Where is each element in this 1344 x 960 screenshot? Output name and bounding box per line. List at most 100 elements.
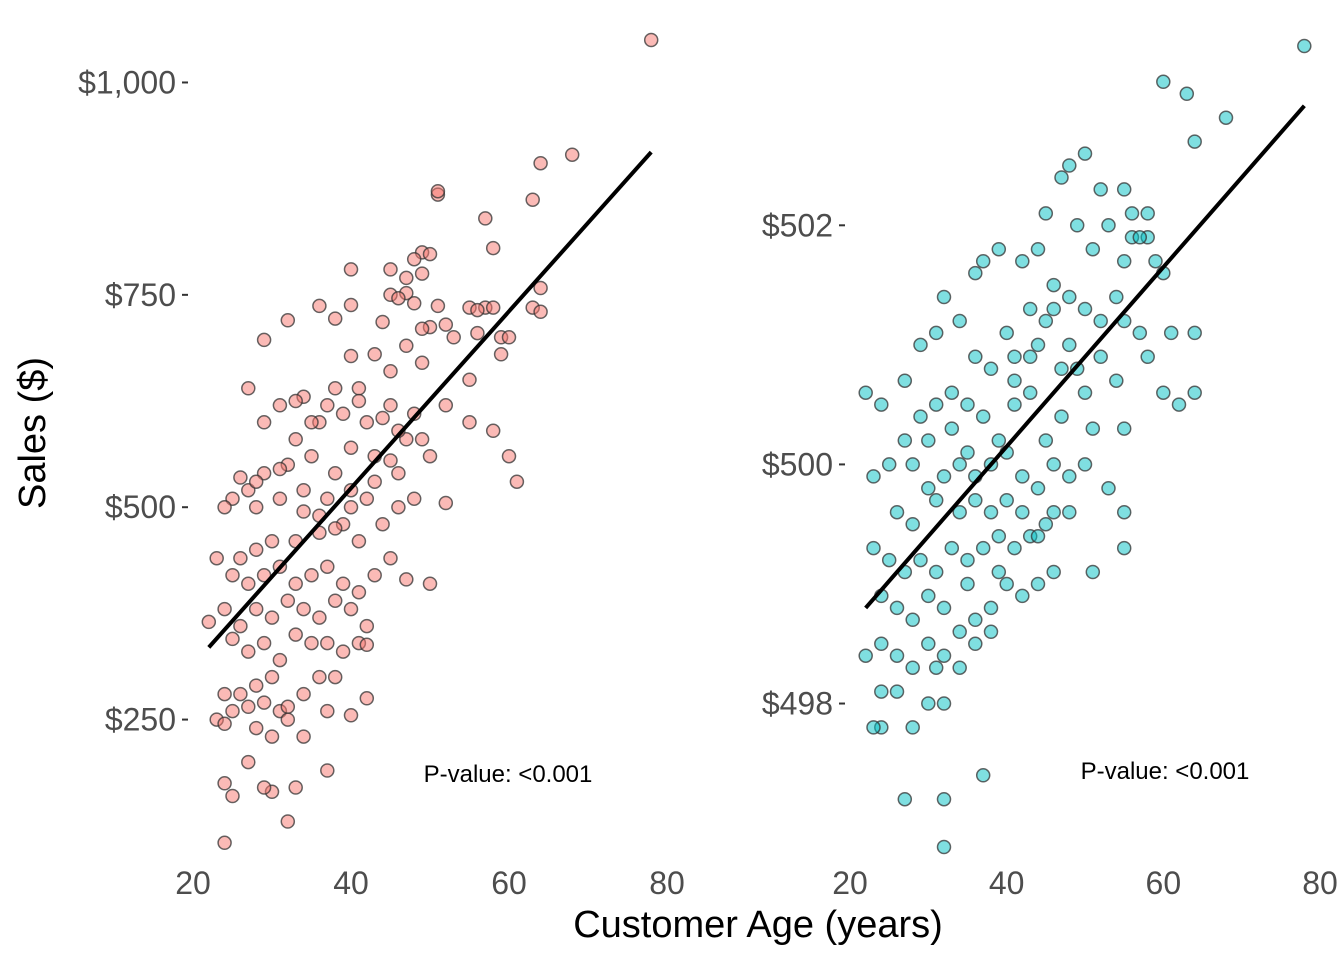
data-point [367,474,382,489]
data-point [217,601,232,617]
data-point [525,192,540,207]
data-point [406,491,422,506]
data-point [991,528,1007,544]
data-point [1124,206,1140,221]
x-axis-title: Customer Age (years) [573,904,943,946]
data-point [280,699,296,715]
data-point [1046,457,1061,472]
data-point [217,499,232,515]
data-point [201,614,217,630]
data-point [1030,528,1046,544]
data-point [470,325,485,341]
data-point [312,669,327,685]
data-point [991,433,1007,448]
data-point [399,270,414,286]
data-point [241,754,256,770]
data-point [983,504,999,520]
data-point [936,600,952,616]
data-point [968,349,983,365]
data-point [414,321,430,337]
data-point [343,601,359,617]
data-point [921,636,936,652]
x-tick-label: 40 [333,865,369,901]
data-point [1007,373,1022,388]
x-tick-label: 20 [832,865,868,901]
data-point [960,397,975,412]
data-point [1109,289,1124,305]
data-point [383,364,398,379]
data-point [233,550,248,566]
data-point [272,652,288,668]
data-point [968,265,983,281]
data-point [1022,385,1038,400]
data-point [438,317,454,332]
data-point [1015,253,1030,269]
data-point [1179,86,1195,102]
p-value-annotation: P-value: <0.001 [424,761,593,788]
data-point [897,791,913,807]
data-point [1109,373,1124,388]
data-point [1062,469,1077,484]
data-point [485,240,501,256]
data-point [383,262,398,277]
p-value-annotation: P-value: <0.001 [1081,758,1250,785]
data-point [881,552,897,568]
y-tick-label: $502 [762,207,833,243]
data-point [493,347,509,362]
data-point [1132,325,1148,341]
data-point [430,298,446,314]
data-point [936,648,952,663]
data-point [936,791,952,807]
data-point [889,648,905,663]
data-point [304,415,319,430]
data-point [438,398,454,413]
data-point [280,814,296,829]
data-point [264,669,280,685]
data-point [975,253,991,269]
data-point [960,576,975,592]
data-point [327,669,343,685]
data-point [1007,540,1022,556]
data-point [1038,433,1054,448]
data-point [462,415,477,430]
data-point [1148,253,1163,269]
data-point [248,499,264,515]
x-tick-label: 40 [989,865,1025,901]
data-point [921,481,936,496]
data-point [1062,289,1077,305]
data-point [1132,230,1148,245]
data-point [1085,241,1101,257]
data-point [320,763,335,778]
data-point [928,564,944,580]
y-tick-label: $498 [762,686,833,722]
data-point [936,696,952,711]
data-point [422,448,438,464]
data-point [343,708,359,723]
data-point [217,776,232,791]
data-point [944,421,960,436]
data-point [225,631,240,647]
data-point [383,550,398,566]
data-point [1046,301,1061,317]
data-point [936,289,952,305]
data-point [1046,564,1061,580]
data-point [928,493,944,508]
data-point [399,338,414,354]
trend-line [864,104,1306,610]
data-point [1007,397,1022,412]
data-point [225,703,240,719]
data-point [1077,301,1093,317]
data-point [921,588,936,604]
data-point [288,780,303,795]
data-point [983,600,999,616]
data-point [991,564,1007,580]
data-point [414,432,430,447]
data-point [968,493,983,508]
data-point [241,644,256,659]
data-point [256,780,272,795]
data-point [1116,182,1132,197]
data-point [968,636,983,652]
data-point [1093,313,1108,329]
data-point [241,576,256,591]
data-point [272,491,288,506]
